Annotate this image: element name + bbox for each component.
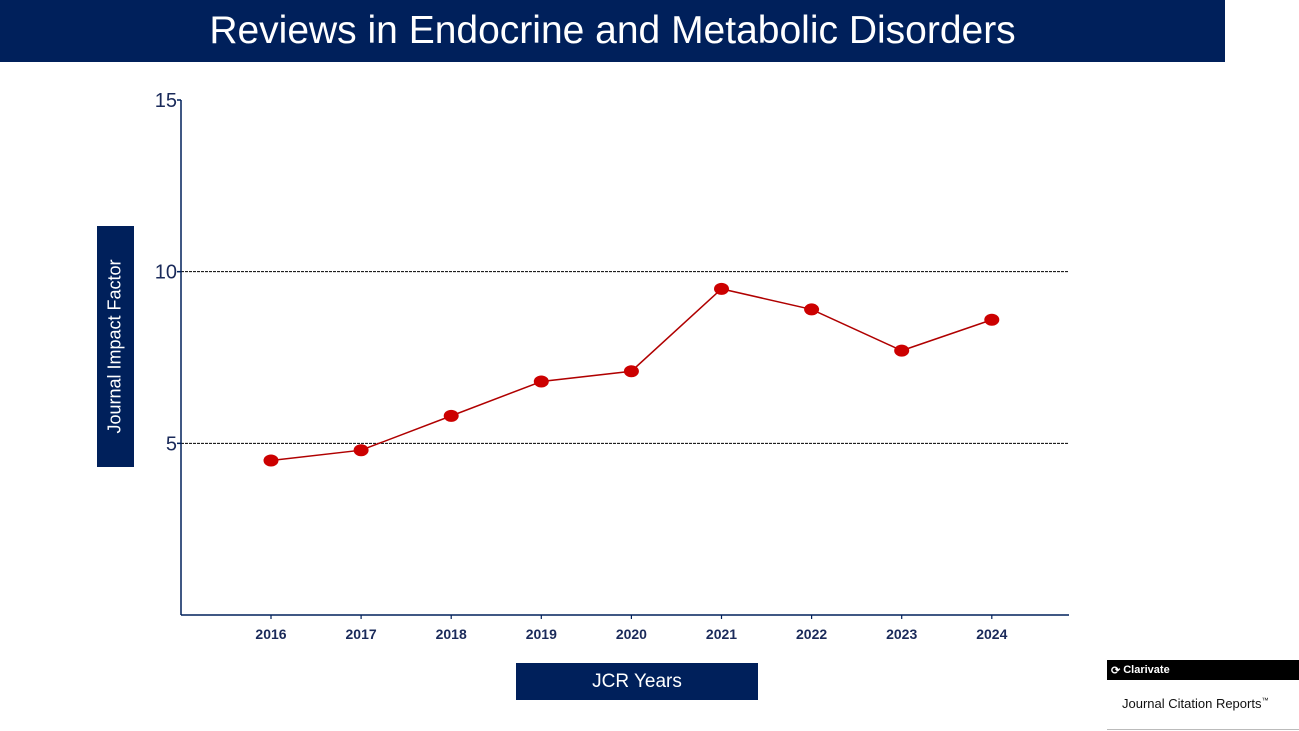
x-tick-label-2019: 2019 xyxy=(526,626,557,642)
chart-title: Reviews in Endocrine and Metabolic Disor… xyxy=(209,9,1016,52)
x-tick-label-2016: 2016 xyxy=(255,626,286,642)
x-tick-label-2022: 2022 xyxy=(796,626,827,642)
y-axis-label: Journal Impact Factor xyxy=(105,259,126,434)
data-point-2022 xyxy=(804,303,820,316)
data-point-2021 xyxy=(714,282,729,295)
brand-divider xyxy=(1107,729,1299,730)
y-tick-label-15: 15 xyxy=(155,90,177,112)
data-point-2017 xyxy=(353,444,369,457)
x-axis-label-box: JCR Years xyxy=(516,663,758,700)
data-point-2020 xyxy=(623,365,639,378)
x-tick-label-2017: 2017 xyxy=(346,626,377,642)
x-tick-label-2018: 2018 xyxy=(436,626,467,642)
y-axis-label-box: Journal Impact Factor xyxy=(97,226,134,467)
y-tick-label-5: 5 xyxy=(166,433,177,455)
x-tick-label-2021: 2021 xyxy=(706,626,737,642)
data-point-2018 xyxy=(443,409,459,422)
y-tick-label-10: 10 xyxy=(155,262,177,284)
trademark-mark: ™ xyxy=(1261,697,1269,705)
jcr-product-name: Journal Citation Reports xyxy=(1122,696,1262,711)
clarivate-logo-icon: ⟳ xyxy=(1111,664,1121,677)
x-tick-label-2023: 2023 xyxy=(886,626,917,642)
data-point-2024 xyxy=(984,313,1000,326)
chart-title-bar: Reviews in Endocrine and Metabolic Disor… xyxy=(0,0,1225,62)
data-point-2016 xyxy=(263,454,279,467)
clarivate-brand-bar: ⟳ Clarivate xyxy=(1107,660,1299,680)
jcr-product-label: Journal Citation Reports™ xyxy=(1122,696,1299,711)
x-tick-label-2024: 2024 xyxy=(976,626,1007,642)
x-tick-label-2020: 2020 xyxy=(616,626,647,642)
data-point-2019 xyxy=(533,375,549,388)
data-point-2023 xyxy=(894,344,910,357)
x-axis-label: JCR Years xyxy=(592,670,682,692)
clarivate-name: Clarivate xyxy=(1123,664,1170,676)
